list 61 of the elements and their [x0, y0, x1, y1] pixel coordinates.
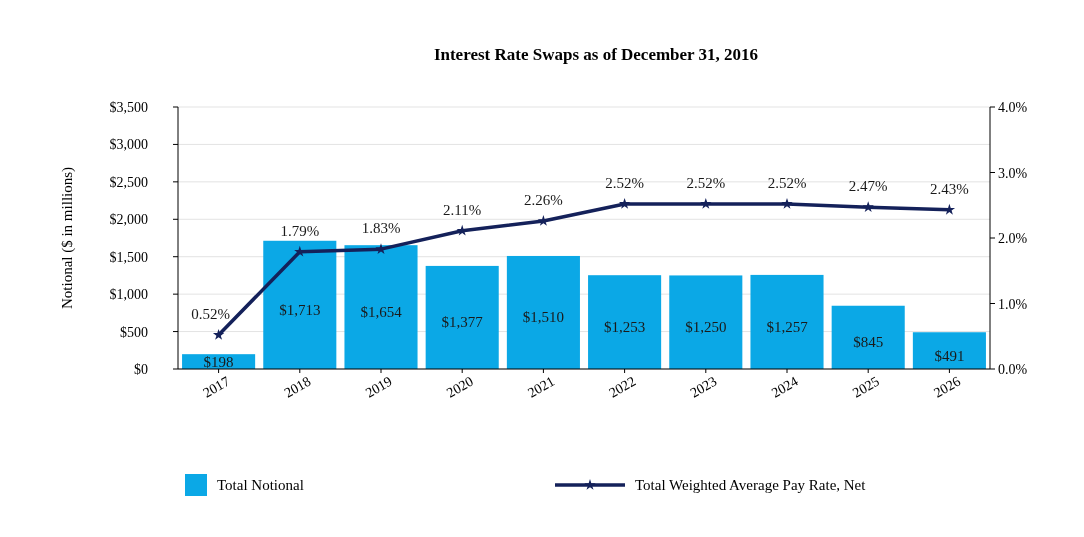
point — [618, 197, 631, 209]
x-tick-label: 2020 — [444, 373, 476, 401]
data-label: $1,510 — [522, 309, 565, 326]
x-tick-label: 2022 — [606, 373, 639, 401]
point — [212, 328, 225, 340]
y-tick-label: $0 — [134, 362, 148, 377]
data-label: 2.43% — [930, 180, 969, 197]
legend-label: Total Notional — [217, 477, 304, 493]
data-label: $1,257 — [766, 318, 809, 335]
x-tick-label: 2025 — [850, 373, 882, 401]
point — [700, 197, 712, 209]
bar — [425, 265, 499, 369]
y2-tick-label: 2.0% — [998, 231, 1028, 246]
x-tick-label: 2026 — [931, 373, 964, 401]
data-label: 2.52% — [686, 174, 726, 191]
data-label: 2.52% — [605, 174, 644, 191]
y-tick-label: $2,000 — [109, 212, 148, 228]
data-label: $1,713 — [279, 301, 321, 318]
chart-title: Interest Rate Swaps as of December 31, 2016 — [433, 45, 759, 64]
y-tick-label: $1,000 — [109, 287, 148, 303]
data-label: $845 — [853, 334, 884, 351]
x-tick-label: 2023 — [687, 373, 720, 401]
data-label: $198 — [203, 354, 234, 370]
x-tick-label: 2021 — [525, 373, 558, 401]
x-tick-label: 2018 — [281, 373, 314, 401]
y-tick-label: $1,500 — [109, 249, 148, 265]
data-label: $491 — [934, 347, 965, 364]
y-tick-label: $3,500 — [109, 100, 148, 115]
data-label: 1.83% — [361, 220, 401, 237]
bar — [506, 255, 580, 369]
bar — [750, 274, 824, 369]
data-label: $1,250 — [685, 319, 727, 336]
y2-tick-label: 0.0% — [998, 362, 1028, 377]
data-label: 2.11% — [443, 201, 482, 218]
point — [862, 201, 874, 213]
bar — [912, 332, 986, 369]
bar — [344, 245, 418, 369]
data-label: 2.26% — [524, 191, 563, 208]
y-tick-label: $2,500 — [109, 174, 148, 190]
legend-label: Total Weighted Average Pay Rate, Net — [635, 477, 867, 493]
bar — [669, 275, 743, 369]
bar — [831, 305, 905, 369]
bar — [263, 240, 337, 369]
x-tick-label: 2019 — [362, 373, 395, 401]
data-label: $1,253 — [603, 319, 646, 336]
data-label: 1.79% — [280, 222, 320, 239]
y2-tick-label: 3.0% — [998, 165, 1028, 181]
data-label: 2.52% — [767, 174, 807, 191]
data-label: $1,377 — [441, 314, 484, 331]
y-tick-label: $3,000 — [109, 137, 148, 153]
bar — [588, 275, 662, 369]
y-tick-label: $500 — [120, 324, 148, 340]
y2-tick-label: 4.0% — [998, 100, 1028, 115]
data-label: 0.52% — [191, 305, 230, 322]
data-label: $1,654 — [360, 304, 403, 321]
x-tick-label: 2024 — [768, 373, 801, 401]
y2-tick-label: 1.0% — [998, 296, 1028, 312]
data-label: 2.47% — [848, 178, 888, 195]
point — [781, 197, 793, 209]
y-axis-title: Notional ($ in millions) — [59, 166, 76, 310]
x-tick-label: 2017 — [200, 373, 233, 401]
